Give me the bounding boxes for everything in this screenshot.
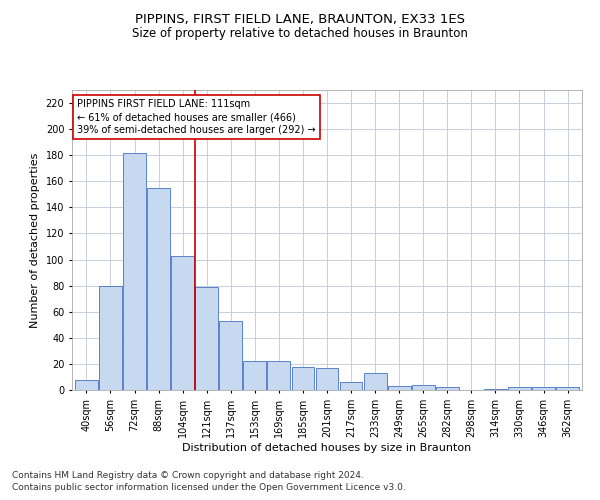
Bar — [508, 388, 531, 390]
Bar — [99, 286, 122, 390]
Bar — [436, 388, 459, 390]
Bar — [556, 388, 579, 390]
Bar — [195, 287, 218, 390]
Bar — [292, 366, 314, 390]
Text: Size of property relative to detached houses in Braunton: Size of property relative to detached ho… — [132, 28, 468, 40]
Bar — [75, 380, 98, 390]
Bar — [316, 368, 338, 390]
Text: Contains public sector information licensed under the Open Government Licence v3: Contains public sector information licen… — [12, 484, 406, 492]
Bar — [388, 386, 410, 390]
Text: Contains HM Land Registry data © Crown copyright and database right 2024.: Contains HM Land Registry data © Crown c… — [12, 471, 364, 480]
Bar — [171, 256, 194, 390]
Bar — [147, 188, 170, 390]
Bar — [532, 388, 555, 390]
Bar — [268, 362, 290, 390]
Bar — [244, 362, 266, 390]
Y-axis label: Number of detached properties: Number of detached properties — [30, 152, 40, 328]
Text: PIPPINS FIRST FIELD LANE: 111sqm
← 61% of detached houses are smaller (466)
39% : PIPPINS FIRST FIELD LANE: 111sqm ← 61% o… — [77, 99, 316, 136]
Bar — [484, 388, 507, 390]
Text: PIPPINS, FIRST FIELD LANE, BRAUNTON, EX33 1ES: PIPPINS, FIRST FIELD LANE, BRAUNTON, EX3… — [135, 12, 465, 26]
Bar — [123, 152, 146, 390]
Bar — [340, 382, 362, 390]
Bar — [364, 373, 386, 390]
X-axis label: Distribution of detached houses by size in Braunton: Distribution of detached houses by size … — [182, 442, 472, 452]
Bar — [412, 385, 434, 390]
Bar — [220, 321, 242, 390]
